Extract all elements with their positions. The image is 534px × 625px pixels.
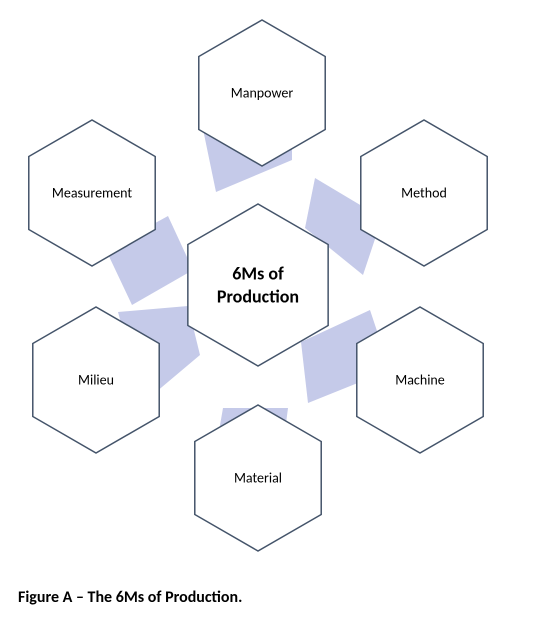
- hex-milieu: Milieu: [22, 306, 170, 454]
- hex-material-label: Material: [234, 469, 282, 487]
- hexagon-diagram: Manpower Method Machine Material Milieu Measu…: [0, 0, 534, 560]
- hex-manpower-label: Manpower: [231, 84, 293, 102]
- hex-machine: Machine: [346, 306, 494, 454]
- hex-material: Material: [184, 404, 332, 552]
- hex-measurement-label: Measurement: [52, 184, 132, 202]
- hex-center: 6Ms of Production: [176, 203, 340, 367]
- hex-method: Method: [350, 119, 498, 267]
- hex-measurement: Measurement: [18, 119, 166, 267]
- hex-machine-label: Machine: [395, 371, 445, 389]
- hex-manpower: Manpower: [188, 19, 336, 167]
- hex-milieu-label: Milieu: [78, 371, 114, 389]
- hex-method-label: Method: [401, 184, 447, 202]
- hex-center-label: 6Ms of Production: [217, 263, 299, 308]
- figure-caption: Figure A – The 6Ms of Production.: [18, 588, 242, 607]
